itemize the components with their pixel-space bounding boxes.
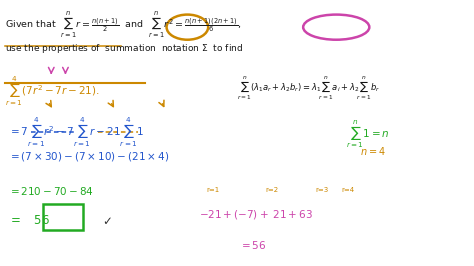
Text: $= 210 - 70 - 84$: $= 210 - 70 - 84$ <box>8 185 94 197</box>
Text: Given that  $\sum_{r=1}^{n}r = \frac{n(n+1)}{2}$  and  $\sum_{r=1}^{n}r^2 = \fra: Given that $\sum_{r=1}^{n}r = \frac{n(n+… <box>5 10 242 40</box>
Text: $-21 + (-7) +\; 21 + 63$: $-21 + (-7) +\; 21 + 63$ <box>199 209 313 221</box>
Text: $= 56$: $= 56$ <box>239 239 267 251</box>
Text: r=2: r=2 <box>265 187 279 193</box>
Text: r=4: r=4 <box>341 187 354 193</box>
Text: $= (7 \times 30) - (7 \times 10) -(21 \times 4)$: $= (7 \times 30) - (7 \times 10) -(21 \t… <box>8 150 169 163</box>
Text: use the properties of  summation  notation $\Sigma$  to find: use the properties of summation notation… <box>5 42 244 55</box>
Text: r=1: r=1 <box>206 187 219 193</box>
Text: $\sum_{r=1}^{4}(7r^2 - 7r - 21)$.: $\sum_{r=1}^{4}(7r^2 - 7r - 21)$. <box>5 75 100 108</box>
Text: $= 7\sum_{r=1}^{4}r^2 - 7\sum_{r=1}^{4}r - 21\sum_{r=1}^{4}1$: $= 7\sum_{r=1}^{4}r^2 - 7\sum_{r=1}^{4}r… <box>8 116 144 149</box>
Text: $\checkmark$: $\checkmark$ <box>102 214 112 227</box>
Text: $\sum_{r=1}^{n}1 = n$: $\sum_{r=1}^{n}1 = n$ <box>346 118 390 150</box>
Text: r=3: r=3 <box>315 187 328 193</box>
Text: $n = 4$: $n = 4$ <box>360 145 385 157</box>
Text: $= \quad 56$: $= \quad 56$ <box>8 214 50 227</box>
Text: $\sum_{r=1}^{n}(\lambda_1 a_r + \lambda_2 b_r) = \lambda_1\!\sum_{r=1}^{n}a_i + : $\sum_{r=1}^{n}(\lambda_1 a_r + \lambda_… <box>237 75 380 102</box>
